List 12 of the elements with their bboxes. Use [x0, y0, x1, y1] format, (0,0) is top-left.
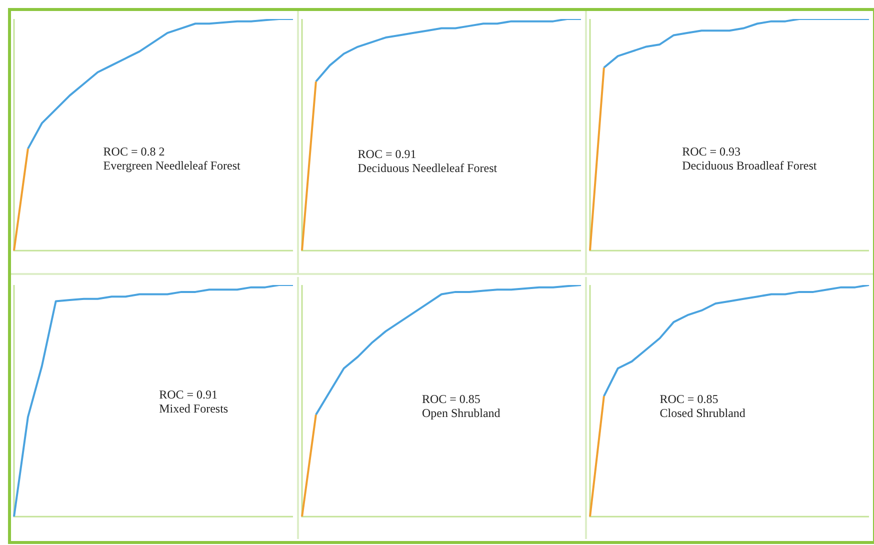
annotation: ROC = 0.8 2	[103, 144, 165, 159]
annotation: Evergreen Needleleaf Forest	[103, 158, 241, 173]
annotation: ROC = 0.85	[660, 392, 718, 406]
annotation: ROC = 0.91	[358, 146, 416, 161]
annotation: ROC = 0.93	[682, 144, 741, 159]
annotation: Deciduous Needleleaf Forest	[358, 160, 498, 175]
annotation: ROC = 0.85	[422, 392, 480, 406]
annotation: Closed Shrubland	[660, 406, 746, 420]
annotation: ROC = 0.91	[159, 387, 218, 402]
annotation: Mixed Forests	[159, 401, 228, 416]
annotation: Open Shrubland	[422, 406, 500, 420]
annotation: Deciduous Broadleaf Forest	[682, 158, 818, 173]
